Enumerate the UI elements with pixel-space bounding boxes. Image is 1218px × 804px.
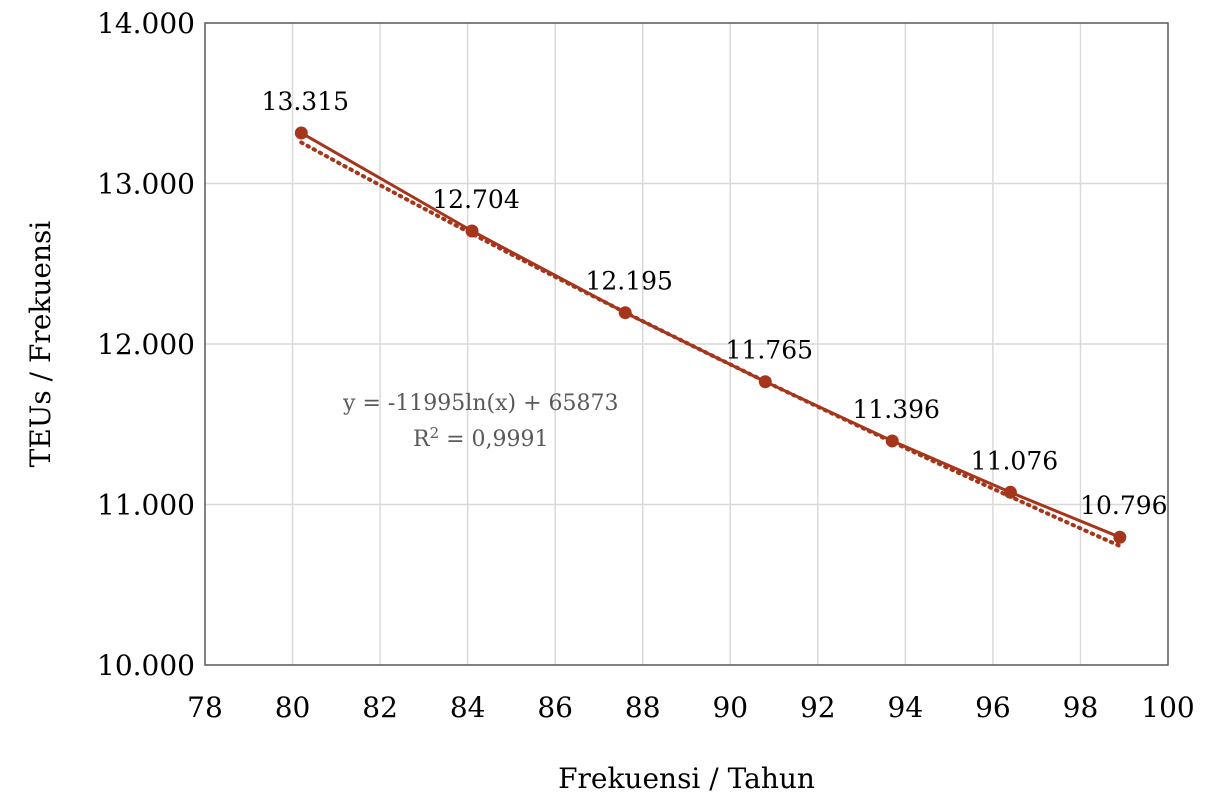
x-tick-label: 100 — [1141, 691, 1194, 724]
data-point — [758, 375, 772, 389]
data-point — [1113, 530, 1127, 544]
r-squared-exponent: 2 — [430, 424, 440, 442]
y-tick-label: 11.000 — [97, 489, 195, 522]
x-axis-title: Frekuensi / Tahun — [558, 762, 815, 795]
data-point — [1003, 485, 1017, 499]
data-labels: 13.315 12.704 12.195 11.765 11.396 11.076 10.7… — [262, 87, 1168, 520]
data-label: 13.315 — [262, 87, 349, 116]
r-squared-value: = 0,9991 — [439, 427, 548, 452]
x-tick-label: 90 — [712, 691, 748, 724]
r-squared-symbol: R — [413, 427, 431, 452]
series-line — [300, 131, 1121, 539]
y-tick-label: 14.000 — [97, 7, 195, 40]
y-tick-label: 10.000 — [97, 649, 195, 682]
x-tick-label: 88 — [625, 691, 661, 724]
x-tick-label: 84 — [450, 691, 486, 724]
x-tick-label: 86 — [537, 691, 573, 724]
y-tick-label: 13.000 — [97, 168, 195, 201]
data-label: 11.076 — [971, 446, 1058, 475]
data-label: 11.765 — [726, 336, 813, 365]
x-tick-label: 96 — [975, 691, 1011, 724]
data-label: 11.396 — [852, 395, 939, 424]
data-point — [885, 434, 899, 448]
plot-frame — [204, 22, 1169, 666]
x-tick-label: 98 — [1063, 691, 1099, 724]
x-tick-label: 80 — [275, 691, 311, 724]
x-tick-label: 82 — [362, 691, 398, 724]
x-tick-label: 94 — [888, 691, 924, 724]
trendline-equation: y = -11995ln(x) + 65873 — [342, 391, 618, 416]
trendline-r-squared: R2 = 0,9991 — [413, 424, 549, 452]
grid — [205, 23, 1168, 665]
x-tick-label: 92 — [800, 691, 836, 724]
data-point — [465, 224, 479, 238]
y-tick-label: 12.000 — [97, 328, 195, 361]
series-group — [294, 126, 1127, 544]
x-tick-label: 78 — [187, 691, 223, 724]
y-axis-ticks: 10.000 11.000 12.000 13.000 14.000 — [97, 7, 195, 682]
data-label: 12.195 — [585, 267, 672, 296]
y-axis-title: TEUs / Frekuensi — [24, 221, 57, 468]
data-label: 10.796 — [1080, 491, 1167, 520]
data-point — [294, 126, 308, 140]
x-axis-ticks: 78 80 82 84 86 88 90 92 94 96 98 100 — [187, 691, 1195, 724]
data-label: 12.704 — [432, 185, 519, 214]
data-point — [618, 306, 632, 320]
